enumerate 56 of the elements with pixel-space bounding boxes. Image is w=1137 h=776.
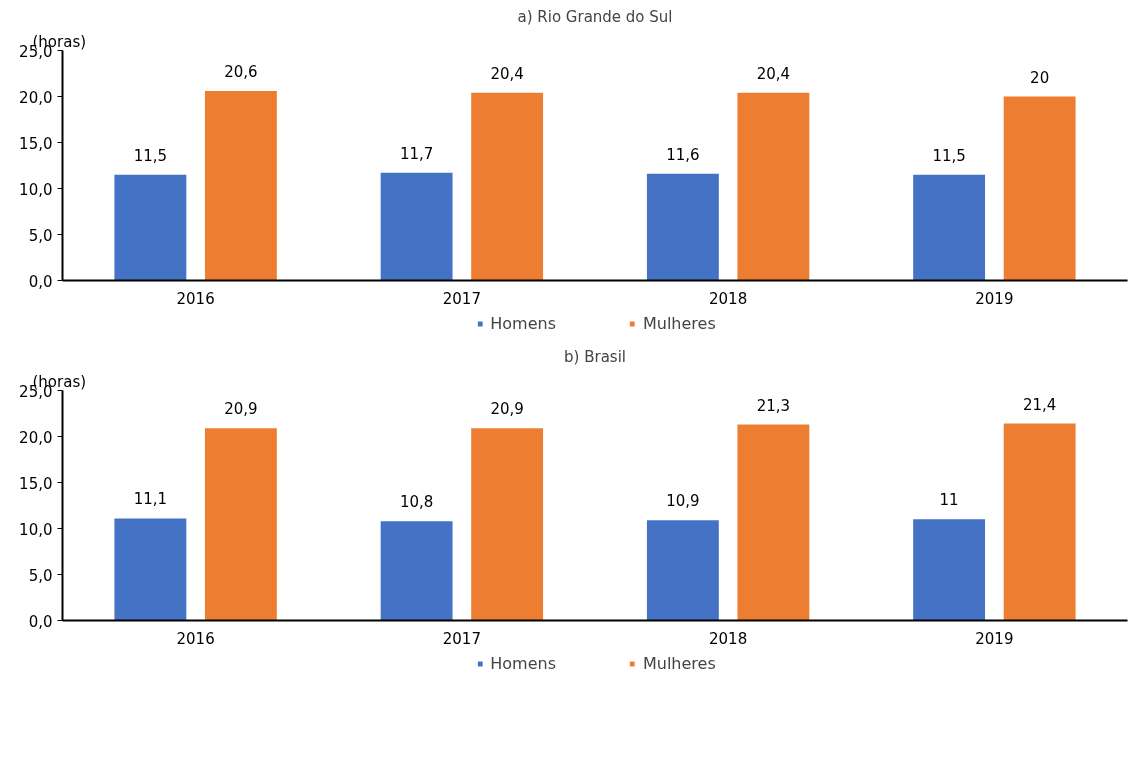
bar (471, 92, 544, 281)
data-label: 10,9 (666, 492, 700, 511)
data-label: 21,3 (756, 396, 791, 415)
legend-label: Homens (490, 653, 556, 673)
x-tick-label: 2018 (709, 289, 748, 308)
y-tick-label: 5,0 (28, 566, 53, 585)
y-tick-label: 20,0 (19, 428, 53, 447)
data-label: 11,6 (666, 145, 700, 164)
bar (114, 174, 187, 281)
data-label: 11,5 (133, 146, 168, 165)
y-tick-label: 15,0 (19, 474, 53, 493)
bar (1003, 423, 1076, 621)
bar (913, 519, 986, 621)
data-label: 20,9 (490, 400, 524, 419)
legend-label: Homens (490, 313, 556, 333)
data-label: 21,4 (1022, 395, 1057, 414)
bar (913, 174, 986, 281)
x-tick-label: 2019 (975, 289, 1014, 308)
chart-title: b) Brasil (564, 347, 626, 366)
data-label: 10,8 (399, 493, 434, 512)
data-label: 11,5 (932, 146, 966, 165)
x-tick-label: 2019 (975, 629, 1014, 648)
y-tick-label: 0,0 (28, 612, 53, 631)
y-tick-label: 15,0 (19, 134, 53, 153)
bar (380, 521, 453, 621)
data-label: 20,4 (490, 64, 524, 83)
x-tick-label: 2016 (176, 289, 215, 308)
y-tick-label: 10,0 (19, 520, 53, 539)
x-tick-label: 2017 (442, 289, 481, 308)
y-tick-label: 5,0 (28, 226, 53, 245)
chart-title: a) Rio Grande do Sul (517, 7, 673, 26)
bar (646, 173, 719, 281)
y-tick-label: 20,0 (19, 88, 53, 107)
data-label: 20 (1030, 68, 1050, 87)
bar (204, 428, 277, 621)
bar (204, 90, 277, 281)
x-tick-label: 2017 (442, 629, 481, 648)
data-label: 20,4 (756, 64, 791, 83)
bar (114, 518, 187, 621)
data-label: 20,6 (224, 62, 258, 81)
data-label: 11,1 (133, 490, 168, 509)
bar (471, 428, 544, 621)
data-label: 11 (939, 491, 959, 510)
bar (737, 92, 810, 281)
y-tick-label: 10,0 (19, 180, 53, 199)
bar (1003, 96, 1076, 281)
y-tick-label: 0,0 (28, 272, 53, 291)
bar (380, 172, 453, 281)
bar (646, 520, 719, 621)
x-tick-label: 2018 (709, 629, 748, 648)
legend-label: Mulheres (642, 653, 716, 673)
legend-label: Mulheres (642, 313, 716, 333)
bar (737, 424, 810, 621)
x-tick-label: 2016 (176, 629, 215, 648)
data-label: 11,7 (399, 144, 434, 163)
data-label: 20,9 (224, 400, 258, 419)
